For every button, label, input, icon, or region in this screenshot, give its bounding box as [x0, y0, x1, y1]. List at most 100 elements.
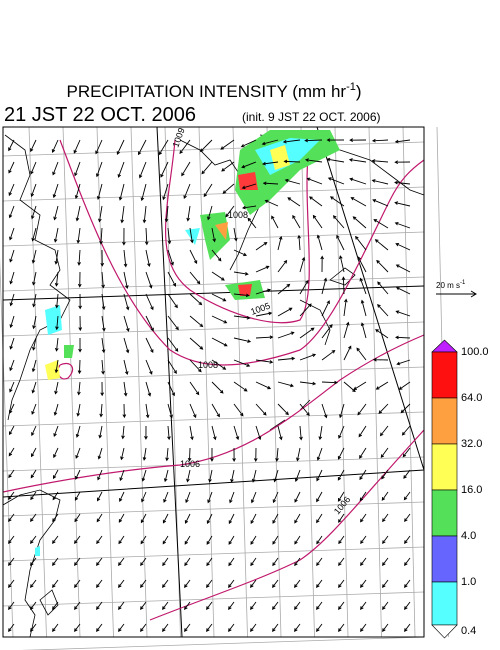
isobar-label: 1008	[228, 210, 248, 220]
valid-time: 21 JST 22 OCT. 2006	[4, 104, 196, 126]
wind-arrow	[181, 161, 191, 177]
wind-arrow	[353, 381, 367, 390]
wind-arrow	[117, 161, 125, 178]
wind-arrow	[100, 381, 104, 397]
wind-arrow	[189, 293, 203, 306]
wind-arrow	[184, 535, 191, 545]
wind-arrow	[55, 315, 59, 331]
wind-arrow	[167, 249, 174, 266]
wind-arrow	[162, 183, 169, 201]
wind-arrow	[9, 271, 15, 285]
wind-arrow	[404, 579, 411, 588]
wind-arrow	[73, 139, 81, 154]
wind-arrow	[360, 601, 367, 610]
wind-arrow	[283, 159, 301, 164]
wind-arrow	[52, 557, 59, 566]
wind-arrow	[233, 381, 248, 392]
wind-arrow	[360, 322, 367, 339]
wind-arrow	[241, 161, 257, 169]
wind-arrow	[382, 623, 389, 632]
wind-arrow	[206, 557, 213, 567]
wind-arrow	[52, 535, 59, 544]
wind-arrow	[378, 403, 389, 414]
wind-arrow	[167, 227, 172, 245]
wind-arrow	[299, 279, 309, 295]
wind-arrow	[343, 381, 356, 393]
wind-arrow	[262, 181, 279, 186]
wind-arrow	[250, 535, 257, 545]
wind-arrow	[233, 359, 251, 367]
wind-arrow	[142, 447, 147, 461]
wind-arrow	[299, 327, 315, 339]
wind-arrow	[162, 513, 169, 524]
wind-arrow	[338, 579, 345, 588]
wind-arrow	[222, 183, 235, 194]
wind-arrow	[76, 227, 81, 244]
wind-arrow	[78, 293, 82, 310]
reference-vector-label: 20 m s-1	[436, 280, 466, 290]
wind-arrow	[185, 491, 191, 504]
wind-arrow	[100, 249, 105, 267]
wind-arrow	[255, 288, 272, 295]
wind-arrow	[273, 469, 279, 483]
wind-arrow	[326, 157, 345, 163]
wind-arrow	[30, 491, 37, 501]
wind-arrow	[31, 403, 37, 415]
wind-arrow	[255, 242, 268, 251]
wind-arrow	[230, 469, 235, 483]
wind-arrow	[206, 513, 213, 525]
wind-arrow	[339, 403, 345, 419]
wind-arrow	[53, 403, 59, 416]
grid-line	[334, 126, 349, 638]
wind-arrow	[404, 535, 411, 544]
colorbar-label: 16.0	[461, 484, 482, 496]
wind-arrow	[8, 469, 15, 479]
wind-arrow	[77, 271, 82, 288]
wind-arrow	[321, 277, 328, 295]
wind-arrow	[8, 513, 15, 522]
wind-arrow	[122, 403, 127, 419]
wind-arrow	[304, 138, 323, 143]
grid-line	[2, 276, 425, 292]
wind-arrow	[101, 337, 106, 354]
wind-arrow	[371, 138, 389, 143]
wind-arrow	[338, 535, 345, 545]
wind-arrow	[74, 513, 81, 523]
wind-arrow	[78, 337, 82, 353]
wind-arrow	[225, 205, 235, 218]
grid-line	[2, 366, 425, 382]
wind-arrow	[228, 601, 235, 610]
wind-arrow	[31, 359, 37, 373]
wind-arrow	[299, 256, 306, 273]
wind-arrow	[404, 623, 411, 632]
wind-arrow	[404, 601, 411, 610]
wind-arrow	[163, 469, 169, 483]
wind-arrow	[184, 579, 191, 588]
wind-arrow	[74, 535, 81, 544]
wind-arrow	[338, 601, 345, 610]
wind-arrow	[167, 425, 171, 441]
wind-arrow	[316, 513, 323, 524]
wind-arrow	[341, 276, 346, 295]
wind-arrow	[99, 227, 103, 245]
reference-vector-text: 20 m s	[436, 281, 460, 290]
wind-arrow	[74, 601, 81, 610]
wind-arrow	[189, 271, 201, 285]
wind-arrow	[8, 183, 15, 197]
wind-arrow	[98, 425, 103, 439]
title-main: PRECIPITATION INTENSITY (mm hr	[66, 82, 346, 101]
wind-arrow	[272, 601, 279, 610]
wind-arrow	[277, 403, 289, 416]
wind-arrow	[183, 183, 191, 200]
wind-arrow	[220, 139, 235, 150]
wind-arrow	[277, 259, 288, 273]
wind-arrow	[404, 557, 411, 566]
wind-arrow	[316, 447, 323, 461]
wind-arrow	[142, 205, 147, 224]
wind-arrow	[120, 447, 125, 461]
wind-arrow	[357, 256, 367, 273]
wind-arrow	[140, 579, 147, 588]
wind-arrow	[211, 337, 228, 347]
wind-arrow	[187, 447, 192, 462]
wind-arrow	[162, 579, 169, 588]
